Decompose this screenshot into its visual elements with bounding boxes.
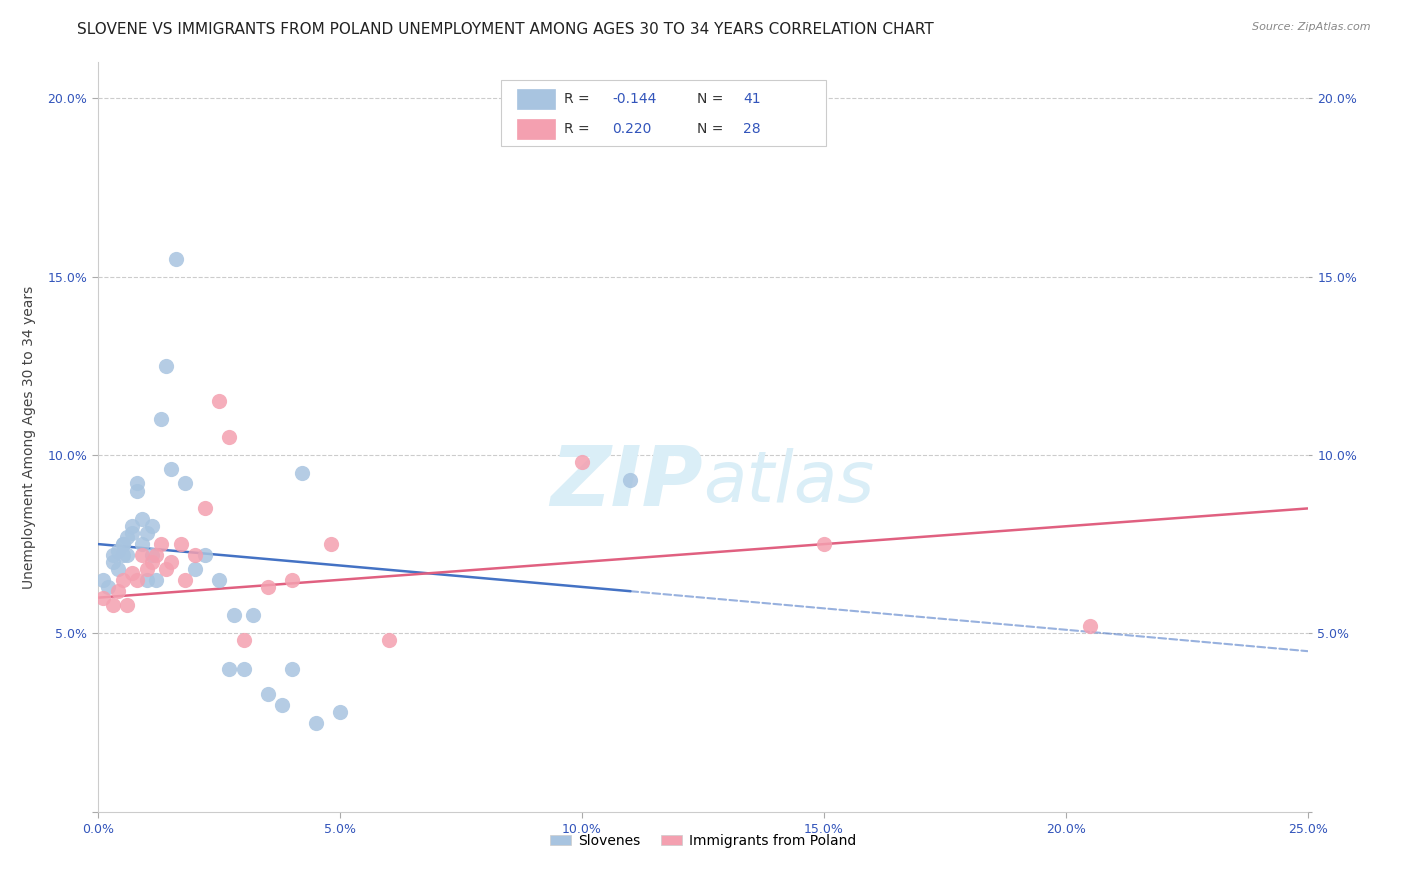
Legend: Slovenes, Immigrants from Poland: Slovenes, Immigrants from Poland <box>544 829 862 854</box>
Point <box>135 573 157 587</box>
Point <box>319 537 342 551</box>
Point <box>107 544 129 558</box>
Point <box>232 633 254 648</box>
Point <box>121 526 143 541</box>
Text: -0.144: -0.144 <box>613 92 657 106</box>
Point <box>208 573 231 587</box>
Point <box>131 537 153 551</box>
Point <box>377 633 399 648</box>
Point <box>290 466 312 480</box>
Point <box>131 548 153 562</box>
Point <box>145 548 167 562</box>
Point <box>141 555 163 569</box>
Point <box>174 573 197 587</box>
Text: SLOVENE VS IMMIGRANTS FROM POLAND UNEMPLOYMENT AMONG AGES 30 TO 34 YEARS CORRELA: SLOVENE VS IMMIGRANTS FROM POLAND UNEMPL… <box>77 22 934 37</box>
Point <box>165 252 187 266</box>
Point <box>155 359 177 373</box>
Point <box>117 548 139 562</box>
Text: N =: N = <box>697 92 728 106</box>
Point <box>184 548 207 562</box>
Y-axis label: Unemployment Among Ages 30 to 34 years: Unemployment Among Ages 30 to 34 years <box>22 285 37 589</box>
Point <box>111 548 134 562</box>
Point <box>218 662 240 676</box>
Point <box>131 512 153 526</box>
Point <box>222 608 245 623</box>
Point <box>145 573 167 587</box>
Point <box>194 548 217 562</box>
Point <box>232 662 254 676</box>
Point <box>150 537 173 551</box>
Point <box>160 555 183 569</box>
Point <box>107 583 129 598</box>
Point <box>97 580 120 594</box>
FancyBboxPatch shape <box>517 88 555 109</box>
Point <box>242 608 264 623</box>
Point <box>813 537 835 551</box>
Point <box>91 591 114 605</box>
Point <box>111 537 134 551</box>
Point <box>101 598 124 612</box>
Text: R =: R = <box>564 122 593 136</box>
Point <box>135 526 157 541</box>
Point <box>91 573 114 587</box>
Point <box>111 537 134 551</box>
Text: 0.220: 0.220 <box>613 122 652 136</box>
Text: 41: 41 <box>742 92 761 106</box>
Point <box>218 430 240 444</box>
Text: N =: N = <box>697 122 728 136</box>
Text: R =: R = <box>564 92 593 106</box>
Point <box>121 519 143 533</box>
Point <box>571 455 593 469</box>
Point <box>150 412 173 426</box>
Point <box>194 501 217 516</box>
Point <box>121 566 143 580</box>
Point <box>281 662 304 676</box>
FancyBboxPatch shape <box>517 119 555 139</box>
Point <box>329 705 352 719</box>
Point <box>174 476 197 491</box>
Point <box>135 562 157 576</box>
Point <box>141 548 163 562</box>
Point <box>305 715 328 730</box>
Point <box>111 573 134 587</box>
Point <box>101 548 124 562</box>
Point <box>184 562 207 576</box>
Point <box>117 530 139 544</box>
Point <box>619 473 641 487</box>
FancyBboxPatch shape <box>501 79 827 146</box>
Point <box>141 519 163 533</box>
Point <box>127 476 149 491</box>
Point <box>1078 619 1101 633</box>
Point <box>127 573 149 587</box>
Text: ZIP: ZIP <box>550 442 703 523</box>
Point <box>107 562 129 576</box>
Text: Source: ZipAtlas.com: Source: ZipAtlas.com <box>1253 22 1371 32</box>
Point <box>127 483 149 498</box>
Point <box>169 537 191 551</box>
Point <box>271 698 294 712</box>
Text: 28: 28 <box>742 122 761 136</box>
Text: atlas: atlas <box>703 448 875 516</box>
Point <box>101 555 124 569</box>
Point <box>256 687 278 701</box>
Point <box>208 394 231 409</box>
Point <box>256 580 278 594</box>
Point <box>160 462 183 476</box>
Point <box>281 573 304 587</box>
Point <box>117 598 139 612</box>
Point <box>155 562 177 576</box>
